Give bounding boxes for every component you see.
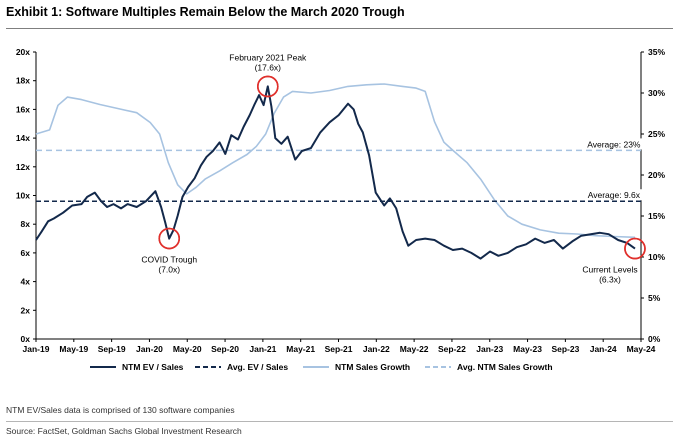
- right-tick-label: 15%: [648, 211, 665, 221]
- x-tick-label: Jan-22: [363, 344, 390, 354]
- x-tick-label: Sep-23: [551, 344, 579, 354]
- left-tick-label: 6x: [21, 248, 31, 258]
- right-tick-label: 5%: [648, 293, 661, 303]
- left-tick-label: 16x: [16, 104, 30, 114]
- x-tick-label: Jan-19: [23, 344, 50, 354]
- left-tick-label: 0x: [21, 334, 31, 344]
- left-tick-label: 2x: [21, 305, 31, 315]
- annotation-label: COVID Trough: [141, 255, 197, 265]
- right-tick-label: 30%: [648, 88, 665, 98]
- x-tick-label: Jan-21: [249, 344, 276, 354]
- x-tick-label: Sep-22: [438, 344, 466, 354]
- legend-label: NTM Sales Growth: [335, 362, 410, 372]
- x-tick-label: May-24: [627, 344, 656, 354]
- highlight-circle: [158, 227, 181, 250]
- right-tick-label: 35%: [648, 47, 665, 57]
- right-tick-label: 10%: [648, 252, 665, 262]
- x-tick-label: Jan-24: [590, 344, 617, 354]
- legend-label: NTM EV / Sales: [122, 362, 184, 372]
- left-tick-label: 4x: [21, 277, 31, 287]
- annotation-value: (17.6x): [255, 62, 282, 72]
- average-label-bg: [581, 138, 646, 150]
- x-tick-label: May-23: [513, 344, 542, 354]
- left-tick-label: 8x: [21, 219, 31, 229]
- right-tick-label: 0%: [648, 334, 661, 344]
- left-tick-label: 10x: [16, 191, 30, 201]
- annotation-value: (7.0x): [158, 265, 180, 275]
- series-line-ntm-ev-sales: [35, 85, 636, 260]
- x-tick-label: Sep-21: [325, 344, 353, 354]
- source-note: Source: FactSet, Goldman Sachs Global In…: [6, 426, 242, 436]
- legend-label: Avg. EV / Sales: [227, 362, 288, 372]
- x-tick-label: May-20: [173, 344, 202, 354]
- average-label-bg: [581, 189, 646, 201]
- annotation-value: (6.3x): [599, 275, 621, 285]
- x-tick-label: Jan-23: [476, 344, 503, 354]
- annotation-label: February 2021 Peak: [229, 52, 307, 62]
- series-line-ntm-sales-growth: [35, 83, 636, 239]
- right-tick-label: 25%: [648, 129, 665, 139]
- x-tick-label: May-19: [59, 344, 88, 354]
- x-tick-label: Jan-20: [136, 344, 163, 354]
- legend-label: Avg. NTM Sales Growth: [457, 362, 553, 372]
- left-tick-label: 14x: [16, 133, 30, 143]
- left-tick-label: 20x: [16, 47, 30, 57]
- average-label: Average: 23%: [587, 139, 641, 149]
- x-tick-label: May-22: [400, 344, 429, 354]
- x-tick-label: Sep-20: [211, 344, 239, 354]
- footnote-divider: [6, 421, 673, 422]
- x-tick-label: May-21: [286, 344, 315, 354]
- annotation-label: Current Levels: [582, 265, 637, 275]
- x-tick-label: Sep-19: [98, 344, 126, 354]
- highlight-circle: [624, 237, 646, 260]
- highlight-circle: [257, 75, 279, 98]
- exhibit-title: Exhibit 1: Software Multiples Remain Bel…: [6, 5, 405, 19]
- footnote: NTM EV/Sales data is comprised of 130 so…: [6, 405, 235, 415]
- left-tick-label: 12x: [16, 162, 30, 172]
- average-label: Average: 9.6x: [588, 190, 641, 200]
- right-tick-label: 20%: [648, 170, 665, 180]
- title-divider: [6, 28, 673, 29]
- left-tick-label: 18x: [16, 76, 30, 86]
